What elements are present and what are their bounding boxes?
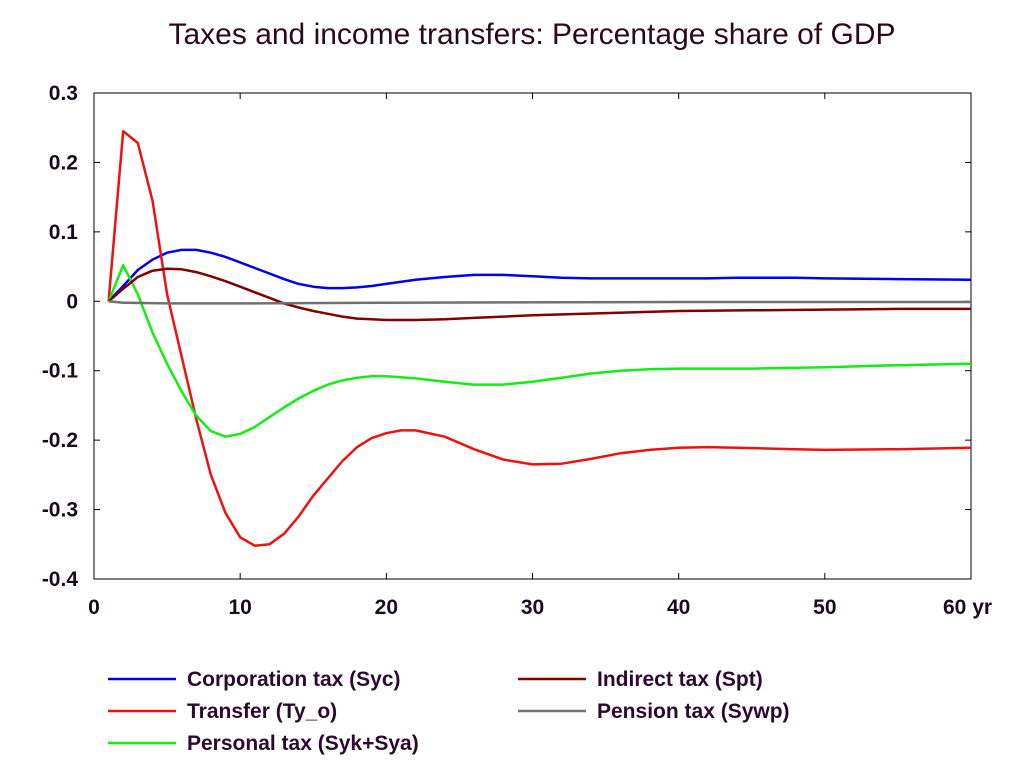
x-tick-label: 20 — [375, 596, 398, 619]
y-tick-label: 0.2 — [49, 151, 78, 174]
series-line-4 — [107, 267, 971, 322]
y-tick-label: 0 — [66, 290, 78, 313]
legend-label-5: Pension tax (Sywp) — [597, 700, 790, 723]
y-tick-label: -0.3 — [42, 499, 78, 522]
series-line-3 — [107, 263, 972, 438]
x-tick-label: 0 — [88, 596, 100, 619]
series-line-1 — [107, 248, 972, 303]
legend-label-2: Transfer (Ty_o) — [187, 700, 337, 723]
chart-title: Taxes and income transfers: Percentage s… — [168, 18, 896, 51]
legend-label-3: Personal tax (Syk+Sya) — [187, 732, 419, 755]
y-tick-label: 0.3 — [49, 82, 78, 105]
x-tick-label: 40 — [667, 596, 690, 619]
legend-label-4: Indirect tax (Spt) — [597, 668, 763, 691]
x-tick-label: 50 — [813, 596, 836, 619]
x-tick-label: 10 — [228, 596, 251, 619]
series-line-2 — [107, 129, 972, 547]
plot-frame — [93, 92, 972, 580]
x-tick-label: 60 yr — [943, 596, 992, 619]
series-line-5 — [108, 300, 971, 305]
y-tick-label: -0.2 — [42, 429, 78, 452]
legend-label-1: Corporation tax (Syc) — [187, 668, 401, 691]
y-tick-label: -0.1 — [42, 360, 79, 383]
y-tick-label: 0.1 — [49, 221, 79, 244]
y-tick-label: -0.4 — [42, 568, 79, 591]
x-tick-label: 30 — [521, 596, 544, 619]
